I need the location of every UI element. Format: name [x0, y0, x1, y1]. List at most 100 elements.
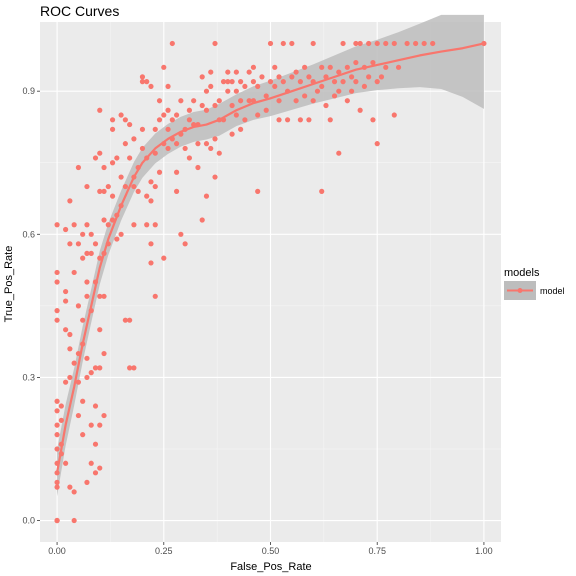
data-point — [404, 40, 410, 47]
data-point — [199, 74, 205, 80]
data-point — [101, 350, 107, 357]
data-point — [139, 79, 146, 85]
data-point — [336, 69, 342, 75]
data-point — [75, 241, 82, 247]
data-point — [67, 198, 73, 204]
data-point — [54, 422, 60, 428]
data-point — [173, 188, 180, 194]
data-point — [92, 155, 99, 161]
data-point — [340, 79, 346, 85]
data-point — [374, 141, 380, 147]
data-point — [139, 145, 146, 152]
data-point — [212, 174, 218, 180]
data-point — [63, 288, 69, 295]
data-point — [250, 79, 257, 85]
data-point — [267, 40, 274, 47]
legend-key-point — [517, 288, 523, 293]
data-point — [67, 346, 73, 352]
data-point — [161, 255, 167, 261]
data-point — [186, 107, 192, 113]
data-point — [246, 69, 252, 75]
data-point — [370, 59, 376, 66]
data-point — [255, 112, 261, 118]
data-point — [92, 403, 99, 409]
legend-label-model: model — [540, 286, 565, 296]
data-point — [229, 102, 235, 109]
data-point — [340, 40, 346, 47]
data-point — [280, 79, 286, 85]
data-point — [54, 479, 60, 485]
data-point — [319, 83, 325, 90]
data-point — [199, 102, 205, 109]
data-point — [284, 117, 291, 123]
data-point — [297, 79, 303, 85]
data-point — [122, 317, 128, 323]
data-point — [353, 40, 359, 47]
smooth-line-layer — [55, 42, 485, 474]
data-point — [233, 112, 239, 118]
x-tick-label: 0.25 — [155, 546, 173, 556]
data-point — [105, 222, 111, 228]
data-point — [75, 303, 82, 309]
data-point — [366, 74, 372, 80]
data-point — [148, 241, 154, 247]
data-point — [238, 98, 244, 104]
data-point — [101, 188, 107, 194]
data-point — [169, 40, 175, 47]
y-axis-title: True_Pos_Rate — [3, 246, 15, 323]
data-point — [54, 398, 60, 404]
data-point — [255, 83, 261, 90]
data-point — [71, 517, 77, 524]
data-point — [203, 193, 210, 199]
data-point — [97, 255, 103, 261]
data-point — [178, 98, 184, 104]
data-point — [101, 293, 107, 299]
data-point — [276, 98, 282, 104]
data-point — [353, 59, 359, 66]
data-point — [118, 174, 124, 180]
data-point — [357, 40, 363, 47]
data-point — [212, 102, 218, 109]
data-point — [75, 412, 82, 419]
data-point — [109, 126, 116, 132]
data-point — [97, 150, 103, 156]
data-point — [212, 136, 218, 142]
data-point — [127, 317, 133, 323]
data-point — [280, 40, 286, 47]
data-point — [212, 40, 218, 47]
data-point — [80, 398, 86, 404]
data-point — [182, 241, 188, 247]
data-point — [233, 69, 239, 75]
data-point — [88, 250, 94, 256]
data-point — [152, 126, 158, 132]
data-point — [54, 484, 60, 490]
data-point — [63, 226, 69, 233]
data-point — [374, 40, 380, 47]
data-point — [272, 64, 278, 70]
data-point — [173, 169, 180, 175]
data-point — [84, 374, 90, 381]
data-point — [327, 117, 333, 123]
data-point — [92, 470, 99, 476]
data-point — [114, 155, 120, 161]
data-point — [67, 374, 73, 381]
data-point — [238, 126, 244, 132]
x-tick-label: 0.75 — [368, 546, 386, 556]
data-point — [314, 88, 321, 94]
data-point — [310, 40, 316, 47]
data-point — [127, 155, 133, 161]
data-point — [182, 145, 188, 152]
data-point — [148, 83, 154, 90]
data-point — [152, 183, 158, 190]
data-point — [97, 327, 103, 333]
data-point — [131, 136, 137, 142]
data-point — [148, 179, 154, 185]
data-point — [97, 293, 103, 299]
data-point — [310, 98, 316, 104]
data-point — [323, 102, 329, 109]
data-point — [203, 141, 210, 147]
data-point — [229, 79, 235, 85]
data-point — [84, 479, 90, 485]
data-point — [127, 121, 133, 128]
